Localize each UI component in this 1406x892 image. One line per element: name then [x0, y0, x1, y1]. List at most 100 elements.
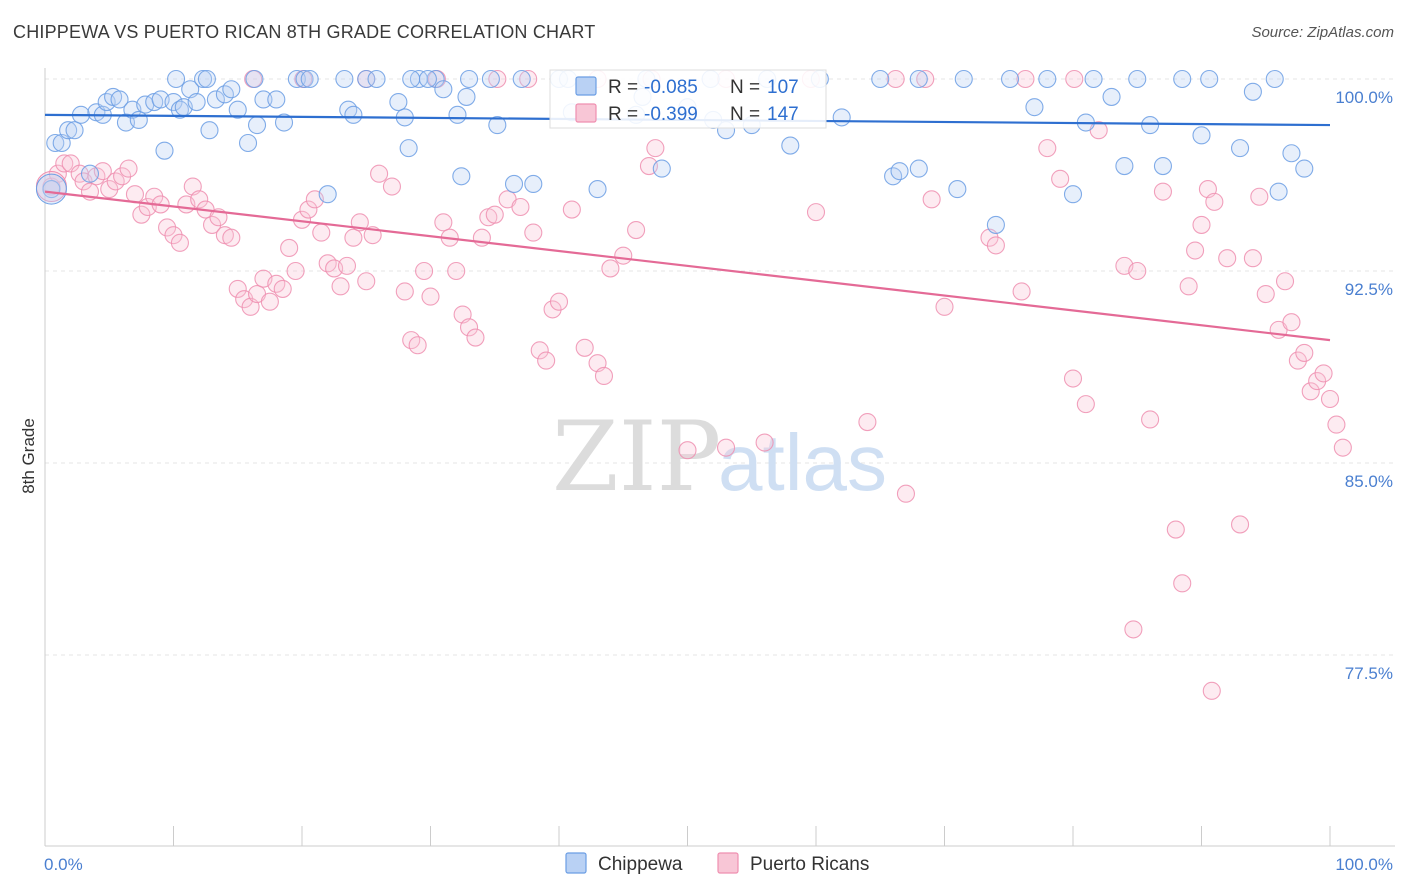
puerto-ricans-point	[594, 366, 614, 386]
chippewa-point	[1000, 69, 1020, 89]
puerto-ricans-point	[488, 69, 507, 89]
puerto-ricans-point	[1076, 395, 1095, 414]
chippewa-point	[1153, 156, 1172, 176]
chippewa-point	[267, 90, 286, 109]
puerto-ricans-point	[678, 441, 697, 460]
puerto-ricans-point	[119, 159, 138, 178]
chippewa-point	[295, 69, 314, 89]
puerto-ricans-point	[916, 69, 935, 89]
chippewa-point	[954, 69, 973, 89]
puerto-ricans-point	[421, 287, 440, 306]
legend-r-value-1: -0.085	[644, 77, 698, 98]
puerto-ricans-point	[1308, 372, 1327, 391]
chippewa-point	[1265, 69, 1284, 89]
chippewa-point	[1063, 185, 1083, 204]
chippewa-point	[247, 116, 267, 135]
chippewa-point	[524, 174, 543, 194]
x-tick-labels: 0.0% 100.0%	[44, 855, 1393, 874]
y-axis-title: 8th Grade	[19, 418, 38, 494]
chippewa-point	[197, 69, 216, 89]
chippewa-point	[832, 108, 851, 127]
puerto-ricans-trend-line	[44, 190, 1331, 342]
legend-r-label-2: R =	[608, 104, 638, 125]
puerto-ricans-point	[125, 185, 144, 204]
x-tick-label-0: 0.0%	[44, 855, 83, 874]
puerto-ricans-point	[1173, 574, 1192, 593]
puerto-ricans-point	[1016, 69, 1035, 89]
puerto-ricans-point	[896, 484, 916, 503]
chippewa-point	[434, 80, 453, 99]
chippewa-point	[65, 121, 84, 140]
puerto-ricans-point	[337, 256, 357, 275]
puerto-ricans-point	[408, 336, 427, 355]
puerto-ricans-point	[280, 238, 299, 258]
chippewa-point	[1084, 69, 1103, 89]
legend-r-label-1: R =	[608, 77, 638, 98]
puerto-ricans-point	[415, 261, 434, 281]
chippewa-point	[245, 69, 264, 89]
chippewa-point	[1282, 144, 1301, 163]
y-tick-label-3: 77.5%	[1345, 664, 1393, 683]
puerto-ricans-point	[511, 197, 530, 217]
chippewa-point	[1173, 69, 1192, 89]
puerto-ricans-point	[447, 261, 466, 281]
bottom-legend: Chippewa Puerto Ricans	[565, 852, 869, 875]
trend-lines	[44, 113, 1331, 342]
chippewa-point	[1038, 69, 1057, 89]
puerto-ricans-point	[190, 190, 209, 209]
chippewa-point	[448, 105, 467, 124]
puerto-ricans-point	[1128, 261, 1147, 281]
watermark-atlas: atlas	[718, 418, 887, 507]
puerto-ricans-point	[575, 338, 594, 357]
puerto-ricans-point	[1153, 182, 1172, 201]
chippewa-point	[481, 69, 500, 89]
y-tick-labels: 100.0% 92.5% 85.0% 77.5%	[1335, 88, 1393, 683]
chippewa-point	[287, 69, 306, 89]
puerto-ricans-point	[922, 190, 941, 209]
chippewa-point	[155, 141, 174, 160]
legend-r-value-2: -0.399	[644, 104, 698, 125]
bottom-legend-puerto-ricans-swatch	[717, 852, 739, 874]
puerto-ricans-point	[1282, 313, 1301, 332]
puerto-ricans-point	[485, 205, 504, 224]
chippewa-point	[1231, 139, 1250, 158]
puerto-ricans-point	[935, 297, 954, 316]
puerto-ricans-point	[1250, 187, 1269, 206]
puerto-ricans-point	[434, 213, 453, 232]
puerto-ricans-point	[1314, 364, 1333, 383]
puerto-ricans-point	[1301, 382, 1320, 401]
puerto-ricans-point	[1192, 215, 1211, 234]
watermark-zip: ZIP	[552, 401, 721, 513]
chippewa-point	[274, 113, 294, 132]
chippewa-point	[1243, 82, 1262, 101]
chippewa-point	[652, 159, 671, 178]
chippewa-point	[59, 121, 78, 140]
chippewa-point	[200, 121, 219, 140]
chippewa-point	[46, 133, 65, 153]
puerto-ricans-point	[755, 433, 774, 452]
stats-legend: R = -0.085 N = 107 R = -0.399 N = 147	[549, 69, 827, 129]
chippewa-cluster-point	[35, 173, 67, 205]
puerto-ricans-point	[519, 69, 538, 89]
puerto-ricans-point	[260, 292, 279, 311]
puerto-ricans-point	[61, 154, 80, 173]
chippewa-point	[1128, 69, 1147, 89]
puerto-ricans-point	[716, 438, 736, 457]
puerto-ricans-point	[382, 177, 402, 196]
watermark: ZIP atlas	[552, 401, 887, 513]
chippewa-point	[357, 69, 376, 89]
puerto-ricans-point	[113, 167, 132, 186]
legend-puerto-ricans-swatch	[575, 103, 597, 123]
chippewa-point	[194, 69, 213, 89]
puerto-ricans-point	[524, 223, 543, 242]
puerto-ricans-point	[1205, 192, 1224, 211]
puerto-ricans-point	[530, 341, 549, 360]
y-tick-label-0: 100.0%	[1335, 88, 1393, 107]
puerto-ricans-point	[1012, 282, 1031, 301]
chippewa-point	[426, 69, 445, 89]
chippewa-point	[402, 69, 421, 89]
x-tick-label-1: 100.0%	[1335, 855, 1393, 874]
chippewa-point	[167, 69, 186, 89]
puerto-ricans-point	[1063, 369, 1083, 388]
